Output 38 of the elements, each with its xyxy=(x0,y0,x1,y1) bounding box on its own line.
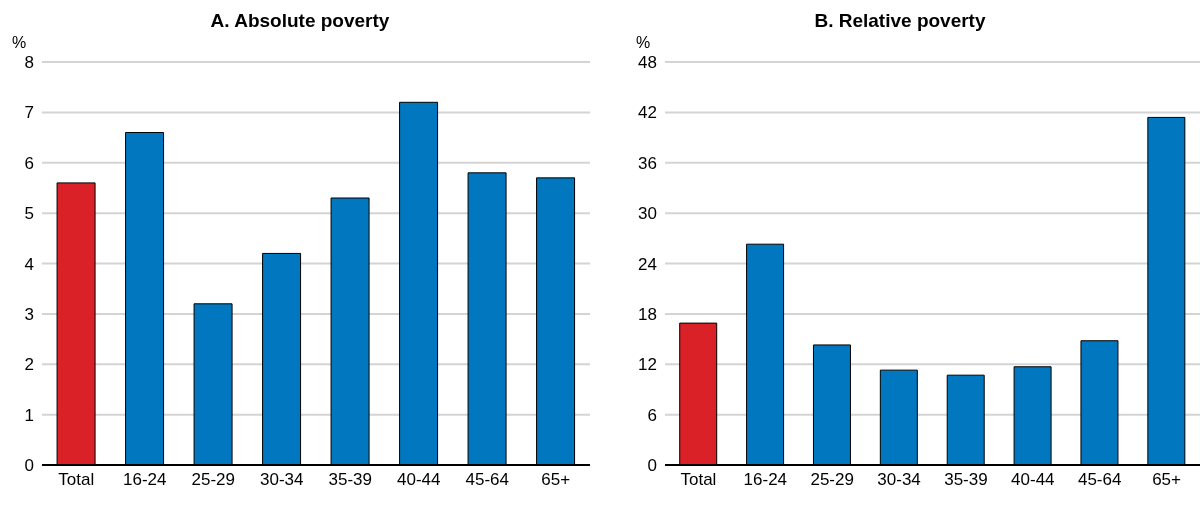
x-tick-label: Total xyxy=(680,470,717,490)
y-tick-label: 0 xyxy=(24,456,34,476)
x-tick-label: 45-64 xyxy=(1077,470,1122,490)
chart-title: B. Relative poverty xyxy=(813,10,987,32)
y-tick-label: 24 xyxy=(638,254,657,274)
x-tick-label: 35-39 xyxy=(944,470,988,490)
x-tick-label: 40-44 xyxy=(397,470,441,490)
y-tick-label: 42 xyxy=(638,103,657,123)
y-tick-label: 36 xyxy=(638,153,657,173)
y-tick-label: 30 xyxy=(638,204,657,224)
x-tick-label: 40-44 xyxy=(1011,470,1055,490)
y-tick-label: 6 xyxy=(647,405,657,425)
y-tick-label: 12 xyxy=(638,355,657,375)
y-tick-label: 48 xyxy=(638,53,657,73)
y-tick-label: 1 xyxy=(24,405,34,425)
y-tick-label: 4 xyxy=(24,254,34,274)
x-tick-label: 25-29 xyxy=(810,470,854,490)
y-tick-label: 0 xyxy=(647,456,657,476)
x-tick-label: 30-34 xyxy=(260,470,304,490)
x-tick-label: 16-24 xyxy=(123,470,167,490)
y-tick-label: 18 xyxy=(638,304,657,324)
x-tick-label: 65+ xyxy=(1152,470,1182,490)
x-tick-label: 35-39 xyxy=(328,470,372,490)
x-tick-label: Total xyxy=(58,470,95,490)
x-tick-label: 65+ xyxy=(541,470,571,490)
x-tick-label: 30-34 xyxy=(877,470,921,490)
y-tick-label: 3 xyxy=(24,304,34,324)
chart-title: A. Absolute poverty xyxy=(209,10,391,32)
y-tick-label: 8 xyxy=(24,53,34,73)
y-axis-title: % xyxy=(636,34,651,52)
y-axis-title: % xyxy=(12,34,27,52)
x-tick-label: 25-29 xyxy=(191,470,235,490)
y-tick-label: 5 xyxy=(24,204,34,224)
y-tick-label: 2 xyxy=(24,355,34,375)
y-tick-label: 6 xyxy=(24,153,34,173)
x-tick-label: 16-24 xyxy=(743,470,788,490)
x-tick-label: 45-64 xyxy=(465,470,509,490)
y-tick-label: 7 xyxy=(24,103,34,123)
